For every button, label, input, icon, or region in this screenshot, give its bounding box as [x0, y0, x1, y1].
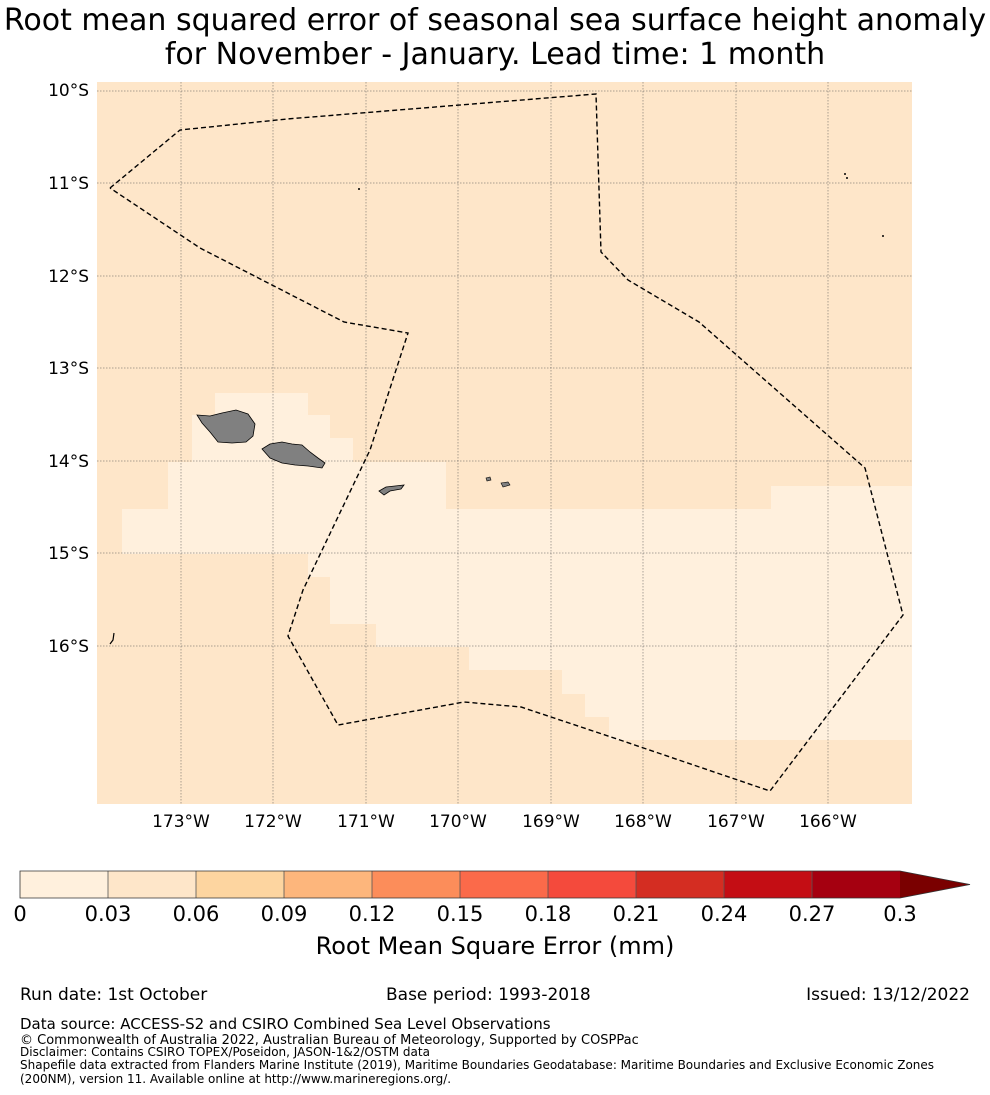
lon-label: 173°W: [152, 812, 210, 832]
latitude-labels: 10°S 11°S 12°S 13°S 14°S 15°S 16°S: [48, 81, 89, 657]
colorbar-title: Root Mean Square Error (mm): [316, 932, 675, 960]
colorbar-segment: [372, 871, 460, 898]
colorbar-segment: [20, 871, 108, 898]
shapefile-credit: Shapefile data extracted from Flanders M…: [20, 1058, 935, 1086]
colorbar-segment: [724, 871, 812, 898]
colorbar-segment: [636, 871, 724, 898]
low-error-region: [122, 393, 912, 740]
eez-boundary-american-samoa: [109, 93, 904, 792]
colorbar-tick-labels: 0 0.03 0.06 0.09 0.12 0.15 0.18 0.21 0.2…: [13, 902, 916, 926]
colorbar-segment: [108, 871, 196, 898]
colorbar-tick-label: 0.27: [789, 902, 836, 926]
lon-label: 166°W: [799, 812, 857, 832]
lon-label: 169°W: [522, 812, 580, 832]
lon-label: 170°W: [429, 812, 487, 832]
colorbar-extend-arrow: [900, 871, 970, 898]
lat-label: 10°S: [48, 81, 89, 101]
colorbar-segment: [196, 871, 284, 898]
colorbar-tick-label: 0.06: [173, 902, 220, 926]
lat-label: 12°S: [48, 267, 89, 287]
lon-label: 167°W: [707, 812, 765, 832]
colorbar-tick-label: 0: [13, 902, 26, 926]
atoll-3: [882, 235, 884, 237]
lon-label: 171°W: [337, 812, 395, 832]
tutuila-island: [378, 484, 405, 496]
atoll-1: [844, 173, 846, 175]
colorbar-segment: [812, 871, 900, 898]
longitude-labels: 173°W 172°W 171°W 170°W 169°W 168°W 167°…: [152, 812, 857, 832]
run-date: Run date: 1st October: [20, 985, 208, 1005]
atoll-4: [109, 632, 115, 645]
colorbar-tick-label: 0.12: [349, 902, 396, 926]
disclaimer: Disclaimer: Contains CSIRO TOPEX/Poseido…: [20, 1045, 430, 1059]
colorbar-segment: [460, 871, 548, 898]
colorbar-segment: [548, 871, 636, 898]
samoa-savaii-island: [196, 409, 256, 444]
title-line-2: for November - January. Lead time: 1 mon…: [164, 37, 826, 72]
samoa-upolu-island: [261, 441, 326, 469]
base-period: Base period: 1993-2018: [386, 985, 591, 1005]
grid-lines: [97, 82, 912, 804]
manua-island-2: [500, 481, 511, 488]
chart-title: Root mean squared error of seasonal sea …: [0, 4, 990, 72]
colorbar-tick-label: 0.03: [85, 902, 132, 926]
lon-label: 168°W: [614, 812, 672, 832]
colorbar-dividers: [107, 871, 813, 898]
lat-label: 15°S: [48, 544, 89, 564]
map-area: [97, 82, 912, 804]
lon-label: 172°W: [244, 812, 302, 832]
colorbar-tick-label: 0.09: [261, 902, 308, 926]
copyright: © Commonwealth of Australia 2022, Austra…: [20, 1033, 639, 1048]
colorbar-tick-label: 0.21: [613, 902, 660, 926]
lat-label: 11°S: [48, 174, 89, 194]
swains-island: [358, 188, 360, 190]
colorbar-tick-label: 0.3: [883, 902, 916, 926]
colorbar: 0 0.03 0.06 0.09 0.12 0.15 0.18 0.21 0.2…: [13, 870, 971, 960]
colorbar-tick-label: 0.18: [525, 902, 572, 926]
lat-label: 13°S: [48, 359, 89, 379]
colorbar-tick-label: 0.15: [437, 902, 484, 926]
issued-date: Issued: 13/12/2022: [806, 985, 970, 1005]
title-line-1: Root mean squared error of seasonal sea …: [3, 3, 987, 38]
colorbar-tick-label: 0.24: [701, 902, 748, 926]
data-source: Data source: ACCESS-S2 and CSIRO Combine…: [20, 1015, 551, 1033]
lat-label: 16°S: [48, 637, 89, 657]
lat-label: 14°S: [48, 452, 89, 472]
colorbar-outline: [19, 870, 971, 899]
atoll-2: [846, 177, 848, 179]
manua-island-1: [485, 476, 492, 482]
colorbar-segment: [284, 871, 372, 898]
